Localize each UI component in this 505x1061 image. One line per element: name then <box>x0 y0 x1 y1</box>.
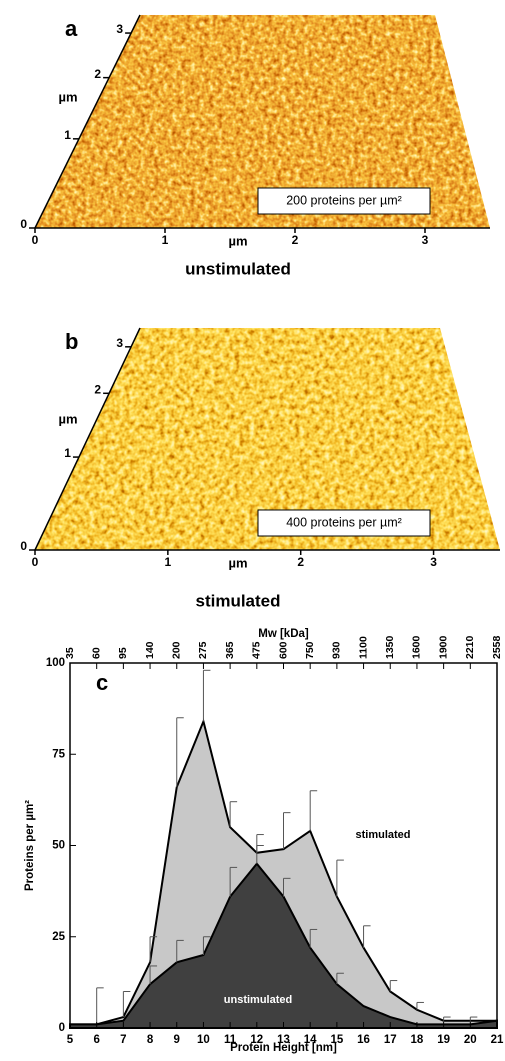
y-tick-label: 0 <box>20 217 27 231</box>
x2-tick-label: 1350 <box>384 635 396 659</box>
x-tick-label: 16 <box>357 1034 370 1046</box>
x-tick-label: 11 <box>224 1034 237 1046</box>
x2-tick-label: 2558 <box>491 635 503 659</box>
y-tick-label: 3 <box>116 22 123 36</box>
error-bar <box>283 877 291 897</box>
error-bar <box>363 925 371 948</box>
x-tick-label: 2 <box>292 233 299 247</box>
x2-axis-label: Mw [kDa] <box>258 628 309 640</box>
x-tick-label: 0 <box>32 233 39 247</box>
x2-tick-label: 750 <box>304 641 316 659</box>
error-bar <box>336 972 344 985</box>
panel-letter: a <box>65 16 78 41</box>
x-tick-label: 10 <box>197 1034 210 1046</box>
y-tick-label: 25 <box>52 931 65 943</box>
x2-tick-label: 60 <box>90 647 102 659</box>
error-bar <box>229 866 238 897</box>
x-tick-label: 3 <box>430 555 437 569</box>
x-axis-label: µm <box>228 555 247 570</box>
x-tick-label: 14 <box>304 1034 317 1046</box>
x-tick-label: 7 <box>120 1034 126 1046</box>
caption: unstimulated <box>185 259 291 278</box>
x-tick-label: 6 <box>93 1034 99 1046</box>
x-tick-label: 9 <box>174 1034 180 1046</box>
error-bar <box>176 939 184 963</box>
y-tick-label: 100 <box>46 657 65 669</box>
y-axis-label: Proteins per µm² <box>24 800 36 891</box>
x-tick-label: 1 <box>162 233 169 247</box>
image-left-edge <box>34 327 141 551</box>
x2-tick-label: 475 <box>251 641 263 659</box>
x-tick-label: 19 <box>437 1034 450 1046</box>
x2-tick-label: 35 <box>64 647 76 659</box>
error-bar <box>202 936 211 955</box>
x-axis-label: µm <box>228 233 247 248</box>
annotation: 200 proteins per µm² <box>286 193 402 207</box>
x2-tick-label: 1100 <box>357 636 369 659</box>
annotation-box <box>257 187 431 215</box>
error-bar <box>122 991 131 1018</box>
y-tick-label: 0 <box>20 539 27 553</box>
x2-tick-label: 600 <box>277 641 289 659</box>
y-tick-label: 75 <box>52 748 65 760</box>
error-bar <box>96 987 104 1025</box>
panel-letter: b <box>65 329 78 354</box>
x-tick-label: 18 <box>411 1034 424 1046</box>
error-bar <box>149 965 158 985</box>
y-tick-label: 3 <box>116 336 123 350</box>
x2-tick-label: 365 <box>224 641 236 659</box>
x2-tick-label: 2210 <box>464 635 476 659</box>
x-tick-label: 20 <box>464 1034 477 1046</box>
annotation: 400 proteins per µm² <box>286 515 402 529</box>
error-bar <box>416 1001 424 1010</box>
x-tick-label: 17 <box>384 1034 397 1046</box>
area <box>69 862 498 1029</box>
error-bar <box>176 717 184 788</box>
error-bar <box>229 801 238 828</box>
x2-tick-label: 140 <box>144 641 156 659</box>
x2-tick-label: 1900 <box>437 635 449 659</box>
x2-tick-label: 200 <box>171 641 183 659</box>
caption: stimulated <box>195 591 280 610</box>
x-tick-label: 5 <box>67 1034 74 1046</box>
error-bar <box>469 1016 478 1021</box>
x2-tick-label: 930 <box>331 641 343 659</box>
x-tick-label: 12 <box>250 1034 263 1046</box>
error-bar <box>309 790 318 831</box>
y-axis-label: µm <box>58 89 77 104</box>
annotation-box <box>257 509 431 537</box>
x-tick-label: 3 <box>422 233 429 247</box>
y-tick-label: 1 <box>64 446 71 460</box>
image-left-edge <box>34 14 141 229</box>
error-bar <box>336 859 344 897</box>
y-tick-label: 1 <box>64 128 71 142</box>
x2-tick-label: 95 <box>117 647 129 659</box>
series-label: stimulated <box>355 829 410 841</box>
error-bar <box>389 980 398 992</box>
series-label: unstimulated <box>224 994 292 1006</box>
error-bar <box>283 812 291 850</box>
error-bar <box>256 845 264 864</box>
x-tick-label: 0 <box>32 555 39 569</box>
x-tick-label: 8 <box>147 1034 154 1046</box>
y-tick-label: 50 <box>52 840 65 852</box>
error-bar <box>202 669 211 722</box>
x2-tick-label: 1600 <box>411 635 423 659</box>
x-tick-label: 21 <box>491 1034 504 1046</box>
y-axis-label: µm <box>58 411 77 426</box>
x-axis-label: Protein Height [nm] <box>230 1042 337 1054</box>
x-tick-label: 2 <box>297 555 304 569</box>
y-tick-label: 0 <box>59 1022 65 1034</box>
error-bar <box>309 928 318 948</box>
error-bar <box>149 936 158 963</box>
x-tick-label: 1 <box>165 555 172 569</box>
panel-letter: c <box>96 670 108 695</box>
x2-tick-label: 275 <box>197 641 209 659</box>
x-tick-label: 15 <box>330 1034 343 1046</box>
y-tick-label: 2 <box>94 67 101 81</box>
y-tick-label: 2 <box>94 382 101 396</box>
x-tick-label: 13 <box>277 1034 290 1046</box>
error-bar <box>443 1016 451 1021</box>
